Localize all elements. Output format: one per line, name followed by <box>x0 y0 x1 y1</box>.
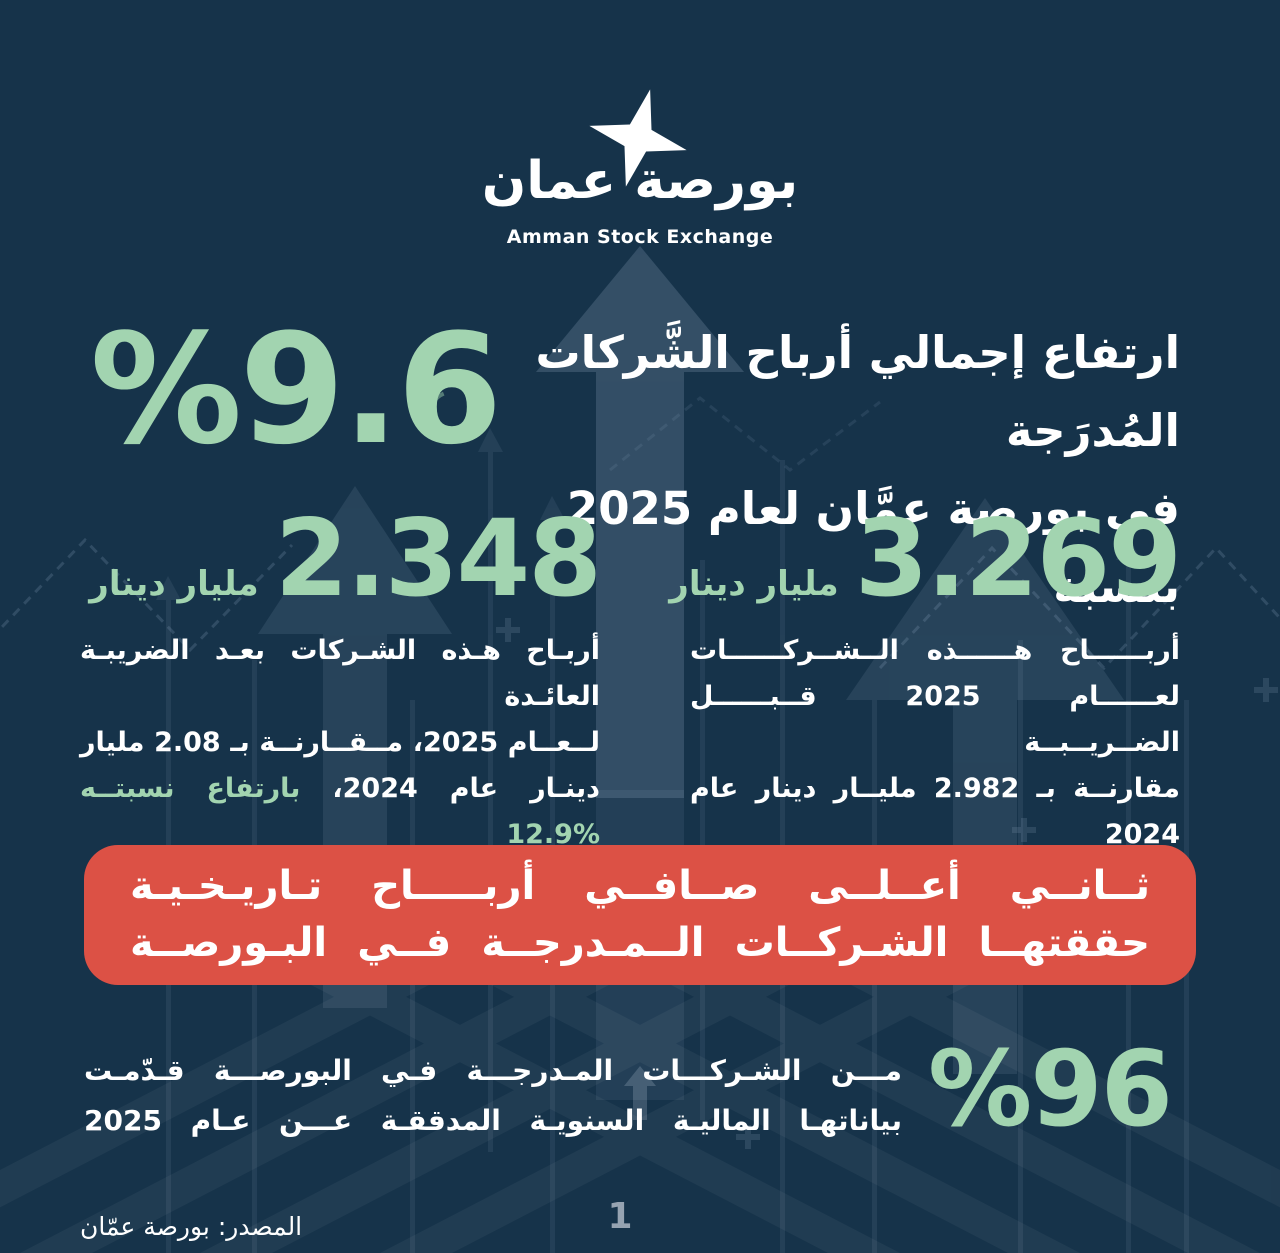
stat-pre-tax-profits: 3.269 مليار دينار أربــــــاح هــــــذه … <box>660 497 1182 858</box>
coverage-percentage: %96 <box>928 1028 1173 1150</box>
pre-tax-desc-line-3: مقارنــة بـ 2.982 مليــار دينار عام 2024 <box>690 773 1180 850</box>
after-tax-figure: 2.348 مليار دينار <box>80 497 602 620</box>
banner-line-1: ثــانــي أعــلــى صــافــي أربـــــاح تـ… <box>130 863 1150 909</box>
highlight-banner: ثــانــي أعــلــى صــافــي أربـــــاح تـ… <box>84 845 1196 985</box>
coverage-description: مـــن الشـركـــات المـدرجـــة فـي البورص… <box>84 1046 902 1146</box>
headline-line-2: في بورصة عمَّان لعام 2025 بنسبة <box>566 482 1180 613</box>
asx-star-icon <box>589 89 687 187</box>
pre-tax-value: 3.269 <box>854 497 1182 620</box>
pre-tax-unit: مليار دينار <box>669 564 839 604</box>
headline-line-1: ارتفاع إجمالي أرباح الشَّركات المُدرَجة <box>535 326 1180 457</box>
after-tax-unit: مليار دينار <box>89 564 259 604</box>
pre-tax-desc-line-1: أربــــــاح هــــــذه الــشــركــــــات <box>690 635 1180 666</box>
after-tax-desc-line-3: دينـار عام 2024، بارتفاع نسبتــه %12.9 <box>80 766 600 858</box>
after-tax-desc-line-2: لــعــام 2025، مــقــارنــة بـ 2.08 مليا… <box>80 727 601 758</box>
stat-after-tax-profits: 2.348 مليار دينار أربـاح هـذه الشـركات ب… <box>80 497 602 858</box>
growth-percentage: %9.6 <box>90 301 503 478</box>
pre-tax-desc-line-2: لعــــــام 2025 قــبــــــل الضــريــبــ… <box>690 681 1181 758</box>
coverage-line-2: بياناتهـا الماليـة السنويـة المدققـة عــ… <box>84 1104 902 1137</box>
logo-arabic-name: بورصة عمان <box>481 151 799 211</box>
logo-english-name: Amman Stock Exchange <box>506 226 774 248</box>
page-number: 1 <box>607 1196 633 1237</box>
coverage-line-1: مـــن الشـركـــات المـدرجـــة فـي البورص… <box>84 1054 902 1087</box>
pre-tax-figure: 3.269 مليار دينار <box>660 497 1182 620</box>
after-tax-desc-line-3-green: بارتفاع نسبتــه %12.9 <box>80 773 600 850</box>
after-tax-desc-line-1: أربـاح هـذه الشـركات بعـد الضريبـة العائ… <box>80 635 600 712</box>
after-tax-value: 2.348 <box>274 497 602 620</box>
headline: ارتفاع إجمالي أرباح الشَّركات المُدرَجة … <box>460 314 1180 626</box>
source-note: المصدر: بورصة عمّان <box>80 1212 303 1241</box>
after-tax-desc-line-3-white: دينـار عام 2024، <box>300 773 600 804</box>
after-tax-description: أربـاح هـذه الشـركات بعـد الضريبـة العائ… <box>80 628 600 858</box>
banner-line-2: حققتهــا الشـركــات الــمـدرجــة فــي ال… <box>130 920 1150 966</box>
pre-tax-description: أربــــــاح هــــــذه الــشــركــــــات … <box>690 628 1180 858</box>
